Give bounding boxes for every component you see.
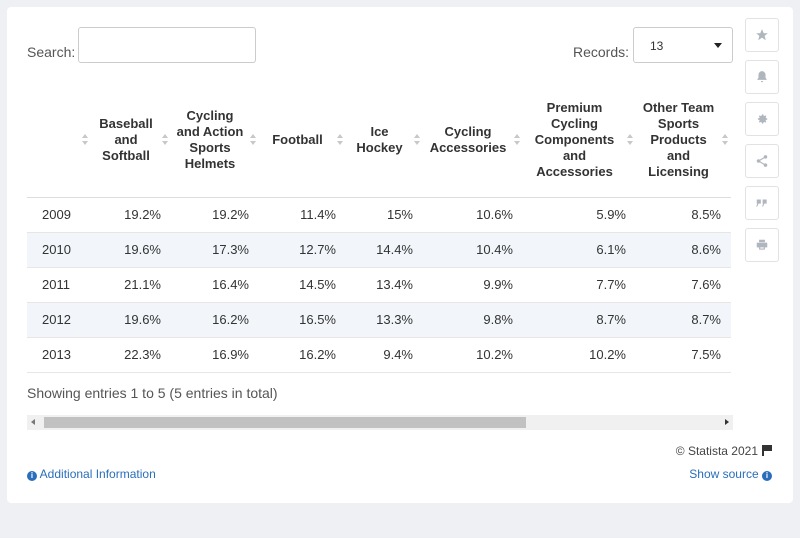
table-cell: 16.4% bbox=[171, 267, 259, 303]
column-header-football[interactable]: Football bbox=[259, 84, 346, 198]
print-button[interactable] bbox=[745, 228, 779, 262]
column-header-baseball-softball[interactable]: Baseball and Softball bbox=[91, 84, 171, 198]
table-cell: 6.1% bbox=[523, 232, 636, 268]
settings-button[interactable] bbox=[745, 102, 779, 136]
caret-down-icon bbox=[714, 43, 722, 48]
table-cell: 16.5% bbox=[259, 302, 346, 338]
gear-icon bbox=[757, 114, 768, 124]
column-header-year[interactable] bbox=[27, 84, 91, 198]
table-cell: 15% bbox=[346, 197, 423, 233]
star-icon bbox=[756, 29, 768, 41]
table-cell: 12.7% bbox=[259, 232, 346, 268]
sort-icon bbox=[626, 134, 634, 146]
table-cell: 16.9% bbox=[171, 337, 259, 373]
horizontal-scrollbar[interactable] bbox=[27, 415, 733, 430]
table-cell: 19.6% bbox=[91, 232, 171, 268]
action-sidebar bbox=[745, 18, 779, 270]
table-cell: 2009 bbox=[27, 197, 91, 233]
table-cell: 22.3% bbox=[91, 337, 171, 373]
column-header-premium-cycling[interactable]: Premium Cycling Components and Accessori… bbox=[523, 84, 636, 198]
table-cell: 8.5% bbox=[636, 197, 731, 233]
table-cell: 5.9% bbox=[523, 197, 636, 233]
entries-summary: Showing entries 1 to 5 (5 entries in tot… bbox=[27, 385, 278, 401]
sort-icon bbox=[721, 134, 729, 146]
table-cell: 19.2% bbox=[91, 197, 171, 233]
table-cell: 8.6% bbox=[636, 232, 731, 268]
share-icon bbox=[756, 155, 768, 167]
table-cell: 2013 bbox=[27, 337, 91, 373]
data-table-container: Baseball and Softball Cycling and Action… bbox=[27, 84, 733, 374]
table-cell: 13.3% bbox=[346, 302, 423, 338]
table-cell: 10.6% bbox=[423, 197, 523, 233]
sort-icon bbox=[513, 134, 521, 146]
table-cell: 8.7% bbox=[523, 302, 636, 338]
column-header-cycling-accessories[interactable]: Cycling Accessories bbox=[423, 84, 523, 198]
search-label: Search: bbox=[27, 44, 76, 60]
info-icon: i bbox=[27, 471, 37, 481]
quote-icon bbox=[756, 199, 767, 207]
favorite-button[interactable] bbox=[745, 18, 779, 52]
scrollbar-thumb[interactable] bbox=[44, 417, 526, 428]
statistic-card: Search: Records: 13 Baseball and Softbal… bbox=[7, 7, 793, 503]
table-cell: 14.5% bbox=[259, 267, 346, 303]
column-header-other-team-sports[interactable]: Other Team Sports Products and Licensing bbox=[636, 84, 731, 198]
table-cell: 8.7% bbox=[636, 302, 731, 338]
table-cell: 9.8% bbox=[423, 302, 523, 338]
sort-icon bbox=[81, 134, 89, 146]
records-label: Records: bbox=[573, 44, 630, 60]
scroll-left-arrow-icon[interactable] bbox=[31, 419, 35, 425]
table-cell: 7.5% bbox=[636, 337, 731, 373]
table-cell: 2010 bbox=[27, 232, 91, 268]
table-cell: 14.4% bbox=[346, 232, 423, 268]
bell-icon bbox=[757, 71, 767, 83]
table-row: 2011 21.1% 16.4% 14.5% 13.4% 9.9% 7.7% 7… bbox=[27, 267, 731, 303]
records-select[interactable]: 13 bbox=[633, 27, 733, 63]
table-row: 2009 19.2% 19.2% 11.4% 15% 10.6% 5.9% 8.… bbox=[27, 197, 731, 233]
sort-icon bbox=[161, 134, 169, 146]
table-cell: 21.1% bbox=[91, 267, 171, 303]
column-header-cycling-helmets[interactable]: Cycling and Action Sports Helmets bbox=[171, 84, 259, 198]
table-cell: 10.2% bbox=[523, 337, 636, 373]
table-row: 2010 19.6% 17.3% 12.7% 14.4% 10.4% 6.1% … bbox=[27, 232, 731, 268]
sort-icon bbox=[413, 134, 421, 146]
table-cell: 16.2% bbox=[259, 337, 346, 373]
sort-icon bbox=[249, 134, 257, 146]
scroll-right-arrow-icon[interactable] bbox=[725, 419, 729, 425]
table-cell: 10.2% bbox=[423, 337, 523, 373]
statista-credit: © Statista 2021 bbox=[676, 444, 772, 458]
cite-button[interactable] bbox=[745, 186, 779, 220]
notification-button[interactable] bbox=[745, 60, 779, 94]
column-header-ice-hockey[interactable]: Ice Hockey bbox=[346, 84, 423, 198]
records-selected-value: 13 bbox=[650, 39, 664, 53]
table-cell: 11.4% bbox=[259, 197, 346, 233]
table-cell: 9.9% bbox=[423, 267, 523, 303]
table-cell: 7.6% bbox=[636, 267, 731, 303]
table-cell: 16.2% bbox=[171, 302, 259, 338]
table-cell: 13.4% bbox=[346, 267, 423, 303]
additional-information-link[interactable]: i Additional Information bbox=[27, 467, 156, 481]
table-cell: 9.4% bbox=[346, 337, 423, 373]
search-input[interactable] bbox=[78, 27, 256, 63]
table-row: 2012 19.6% 16.2% 16.5% 13.3% 9.8% 8.7% 8… bbox=[27, 302, 731, 338]
flag-icon bbox=[762, 445, 772, 456]
table-cell: 19.6% bbox=[91, 302, 171, 338]
table-cell: 2011 bbox=[27, 267, 91, 303]
info-icon: i bbox=[762, 471, 772, 481]
table-header-row: Baseball and Softball Cycling and Action… bbox=[27, 84, 731, 198]
data-table: Baseball and Softball Cycling and Action… bbox=[27, 84, 731, 373]
table-cell: 10.4% bbox=[423, 232, 523, 268]
show-source-link[interactable]: Show source i bbox=[689, 467, 772, 481]
share-button[interactable] bbox=[745, 144, 779, 178]
print-icon bbox=[756, 239, 768, 250]
table-cell: 17.3% bbox=[171, 232, 259, 268]
sort-icon bbox=[336, 134, 344, 146]
table-cell: 19.2% bbox=[171, 197, 259, 233]
table-cell: 7.7% bbox=[523, 267, 636, 303]
table-cell: 2012 bbox=[27, 302, 91, 338]
table-row: 2013 22.3% 16.9% 16.2% 9.4% 10.2% 10.2% … bbox=[27, 337, 731, 373]
